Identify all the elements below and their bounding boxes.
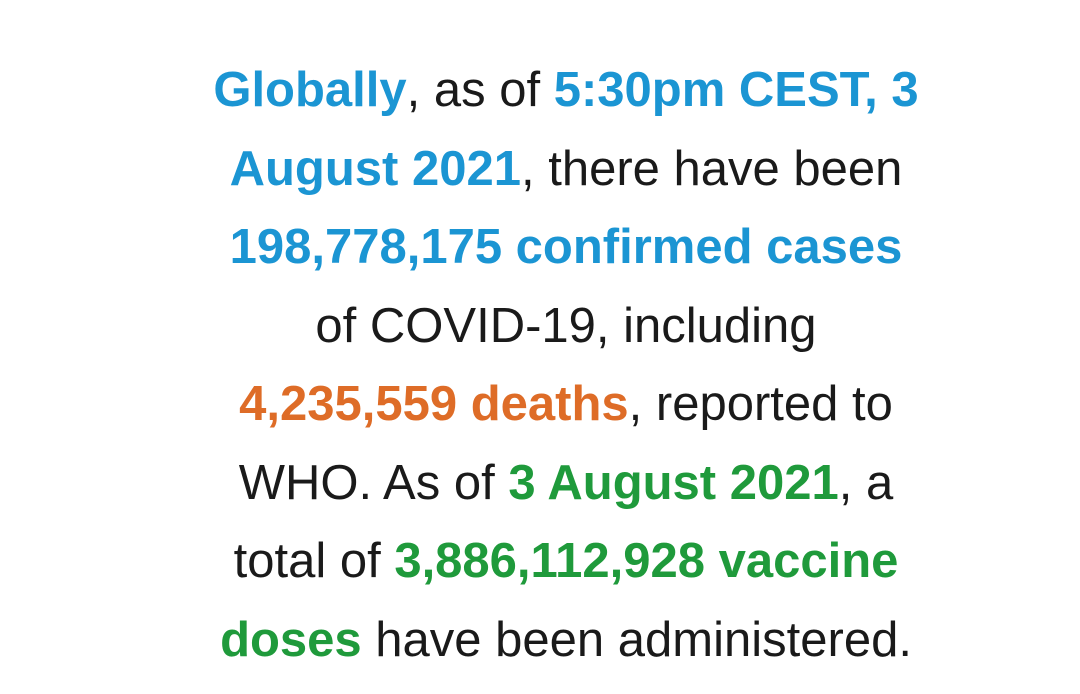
highlight-text: Globally bbox=[213, 63, 407, 117]
text-line: doses have been administered. bbox=[130, 610, 1002, 670]
body-text: , reported to bbox=[628, 377, 893, 431]
body-text: total of bbox=[233, 534, 395, 588]
text-line: total of 3,886,112,928 vaccine bbox=[130, 531, 1002, 591]
highlight-text: doses bbox=[220, 612, 362, 667]
text-line: August 2021, there have been bbox=[130, 139, 1002, 199]
text-line: 4,235,559 deaths, reported to bbox=[130, 374, 1002, 434]
body-text: WHO. As of bbox=[238, 455, 509, 510]
body-text: , a bbox=[838, 455, 894, 510]
highlight-text: 4,235,559 deaths bbox=[239, 377, 629, 431]
highlight-text: 3,886,112,928 vaccine bbox=[394, 534, 899, 588]
text-line: of COVID-19, including bbox=[130, 296, 1002, 356]
highlight-text: August 2021 bbox=[229, 141, 521, 196]
highlight-text: 3 August 2021 bbox=[508, 455, 839, 510]
highlight-text: 198,778,175 confirmed cases bbox=[229, 220, 903, 274]
body-text: have been administered. bbox=[361, 612, 912, 667]
body-text: of COVID-19, including bbox=[315, 298, 817, 353]
text-line: 198,778,175 confirmed cases bbox=[130, 217, 1002, 277]
text-line: WHO. As of 3 August 2021, a bbox=[130, 453, 1002, 513]
body-text: , as of bbox=[406, 63, 554, 117]
text-line: Globally, as of 5:30pm CEST, 3 bbox=[130, 60, 1002, 120]
highlight-text: 5:30pm CEST, 3 bbox=[553, 63, 919, 117]
body-text: , there have been bbox=[520, 141, 903, 196]
